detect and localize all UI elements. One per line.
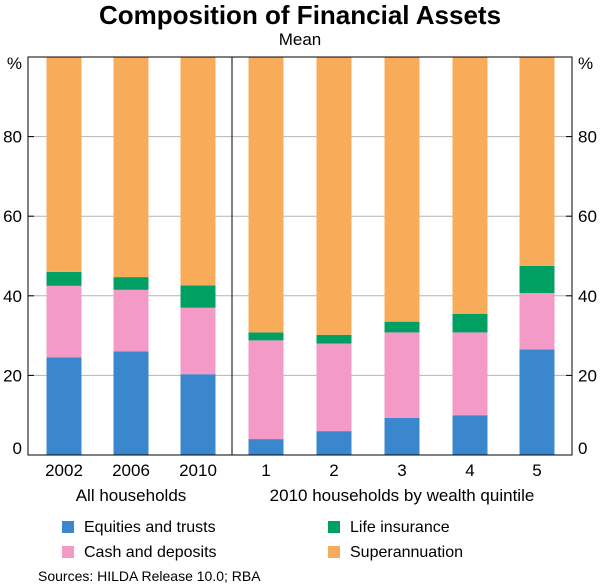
bar-segment-superannuation-2010 [180, 57, 216, 286]
y-tick-label-left: 80 [3, 128, 22, 147]
y-tick-label-left: 20 [3, 366, 22, 385]
x-tick-label-1: 1 [261, 461, 270, 480]
y-tick-label-right: 60 [578, 207, 597, 226]
legend-label-equities: Equities and trusts [84, 519, 216, 536]
y-tick-label-left: 0 [13, 439, 22, 458]
bar-segment-cash-and-deposits-2002 [46, 285, 82, 358]
gridlines [28, 136, 572, 376]
bar-segment-life-insurance-2002 [46, 271, 82, 286]
y-tick-label-right: 40 [578, 287, 597, 306]
legend-item-equities: Equities and trusts [62, 518, 216, 538]
x-tick-label-4: 4 [465, 461, 474, 480]
bar-segment-cash-and-deposits-5 [519, 293, 555, 350]
x-tick-label-3: 3 [397, 461, 406, 480]
y-tick-label-left: 40 [3, 287, 22, 306]
bar-segment-life-insurance-2006 [113, 277, 149, 290]
bar-segment-cash-and-deposits-2 [316, 343, 352, 432]
bar-segment-superannuation-3 [384, 57, 420, 322]
legend-swatch-life-insurance [328, 521, 340, 533]
group-label-2: 2010 households by wealth quintile [270, 486, 535, 505]
bar-segment-life-insurance-2010 [180, 285, 216, 308]
x-tick-label-5: 5 [532, 461, 541, 480]
legend-item-life-insurance: Life insurance [328, 518, 450, 538]
x-tick-label-2006: 2006 [112, 461, 150, 480]
legend: Equities and trusts Life insurance Cash … [62, 518, 582, 568]
legend-item-cash: Cash and deposits [62, 543, 217, 563]
bars [46, 57, 555, 455]
axis-ticks [28, 136, 572, 456]
x-tick-label-2002: 2002 [45, 461, 83, 480]
legend-label-life-insurance: Life insurance [350, 519, 450, 536]
bar-segment-equities-and-trusts-5 [519, 349, 555, 455]
bar-segment-life-insurance-1 [248, 332, 284, 341]
bar-segment-equities-and-trusts-4 [452, 415, 488, 455]
bar-segment-superannuation-5 [519, 57, 555, 266]
bar-segment-life-insurance-2 [316, 334, 352, 344]
bar-segment-life-insurance-3 [384, 321, 420, 333]
bar-segment-superannuation-2002 [46, 57, 82, 272]
bar-segment-equities-and-trusts-1 [248, 439, 284, 455]
bar-segment-cash-and-deposits-4 [452, 332, 488, 416]
bar-segment-equities-and-trusts-2006 [113, 351, 149, 455]
bar-segment-superannuation-2006 [113, 57, 149, 278]
x-tick-label-2: 2 [329, 461, 338, 480]
bar-segment-cash-and-deposits-2010 [180, 307, 216, 375]
legend-label-cash: Cash and deposits [84, 544, 217, 561]
y-tick-label-left: 60 [3, 207, 22, 226]
bar-segment-equities-and-trusts-3 [384, 417, 420, 455]
y-axis-unit-right: % [578, 54, 593, 73]
chart-title: Composition of Financial Assets [98, 0, 502, 30]
bar-segment-equities-and-trusts-2 [316, 431, 352, 455]
y-tick-label-right: 0 [578, 439, 587, 458]
y-axis-unit-left: % [7, 54, 22, 73]
chart-subtitle: Mean [278, 30, 322, 49]
source-note: Sources: HILDA Release 10.0; RBA [38, 568, 261, 584]
bar-segment-superannuation-4 [452, 57, 488, 314]
bar-segment-cash-and-deposits-2006 [113, 289, 149, 352]
bar-segment-cash-and-deposits-3 [384, 332, 420, 418]
legend-label-superannuation: Superannuation [350, 544, 463, 561]
bar-segment-cash-and-deposits-1 [248, 340, 284, 440]
legend-swatch-superannuation [328, 546, 340, 558]
x-tick-label-2010: 2010 [179, 461, 217, 480]
legend-item-superannuation: Superannuation [328, 543, 463, 563]
y-tick-label-right: 80 [578, 128, 597, 147]
bar-segment-life-insurance-4 [452, 313, 488, 333]
bar-segment-equities-and-trusts-2010 [180, 374, 216, 455]
bar-segment-superannuation-1 [248, 57, 284, 333]
legend-swatch-cash [62, 546, 74, 558]
legend-swatch-equities [62, 521, 74, 533]
axis-labels: 0 0 20 20 40 40 60 60 80 80% % 2002 2006 2010 1 2 3 4 5 All… [3, 54, 597, 505]
bar-segment-life-insurance-5 [519, 265, 555, 294]
group-label-1: All households [76, 486, 187, 505]
stacked-bar-chart: 0 0 20 20 40 40 60 60 80 80% % 2002 2006 2010 1 2 3 4 5 All… [3, 54, 597, 505]
bar-segment-equities-and-trusts-2002 [46, 357, 82, 455]
bar-segment-superannuation-2 [316, 57, 352, 335]
y-tick-label-right: 20 [578, 366, 597, 385]
plot-frame [27, 56, 573, 456]
